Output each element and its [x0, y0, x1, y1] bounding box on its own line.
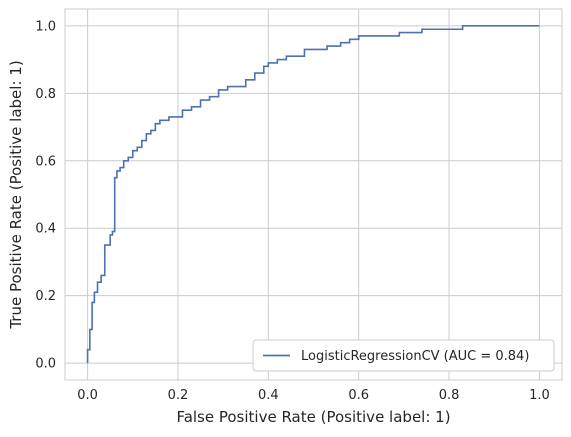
legend-label: LogisticRegressionCV (AUC = 0.84) — [301, 349, 529, 364]
x-tick-labels: 0.0 0.2 0.4 0.6 0.8 1.0 — [77, 388, 550, 403]
x-tick-label: 0.0 — [77, 388, 98, 403]
roc-curve-line — [86, 25, 540, 364]
y-tick-label: 0.2 — [35, 289, 56, 304]
y-axis-label: True Positive Rate (Positive label: 1) — [7, 60, 25, 329]
y-tick-label: 0.6 — [35, 154, 56, 169]
y-tick-label: 0.0 — [35, 357, 56, 372]
x-tick-label: 1.0 — [529, 388, 550, 403]
y-tick-label: 0.4 — [35, 222, 56, 237]
x-tick-label: 0.2 — [168, 388, 189, 403]
x-axis-label: False Positive Rate (Positive label: 1) — [176, 408, 450, 426]
y-tick-label: 0.8 — [35, 87, 56, 102]
y-tick-label: 1.0 — [35, 19, 56, 34]
legend-box — [252, 339, 555, 372]
x-tick-label: 0.8 — [439, 388, 460, 403]
legend: LogisticRegressionCV (AUC = 0.84) — [252, 339, 555, 372]
y-tick-labels: 0.0 0.2 0.4 0.6 0.8 1.0 — [35, 19, 56, 371]
plot-area — [64, 8, 563, 381]
series-group — [86, 25, 540, 364]
grid-lines — [65, 9, 562, 380]
x-tick-label: 0.4 — [258, 388, 279, 403]
x-tick-label: 0.6 — [348, 388, 369, 403]
